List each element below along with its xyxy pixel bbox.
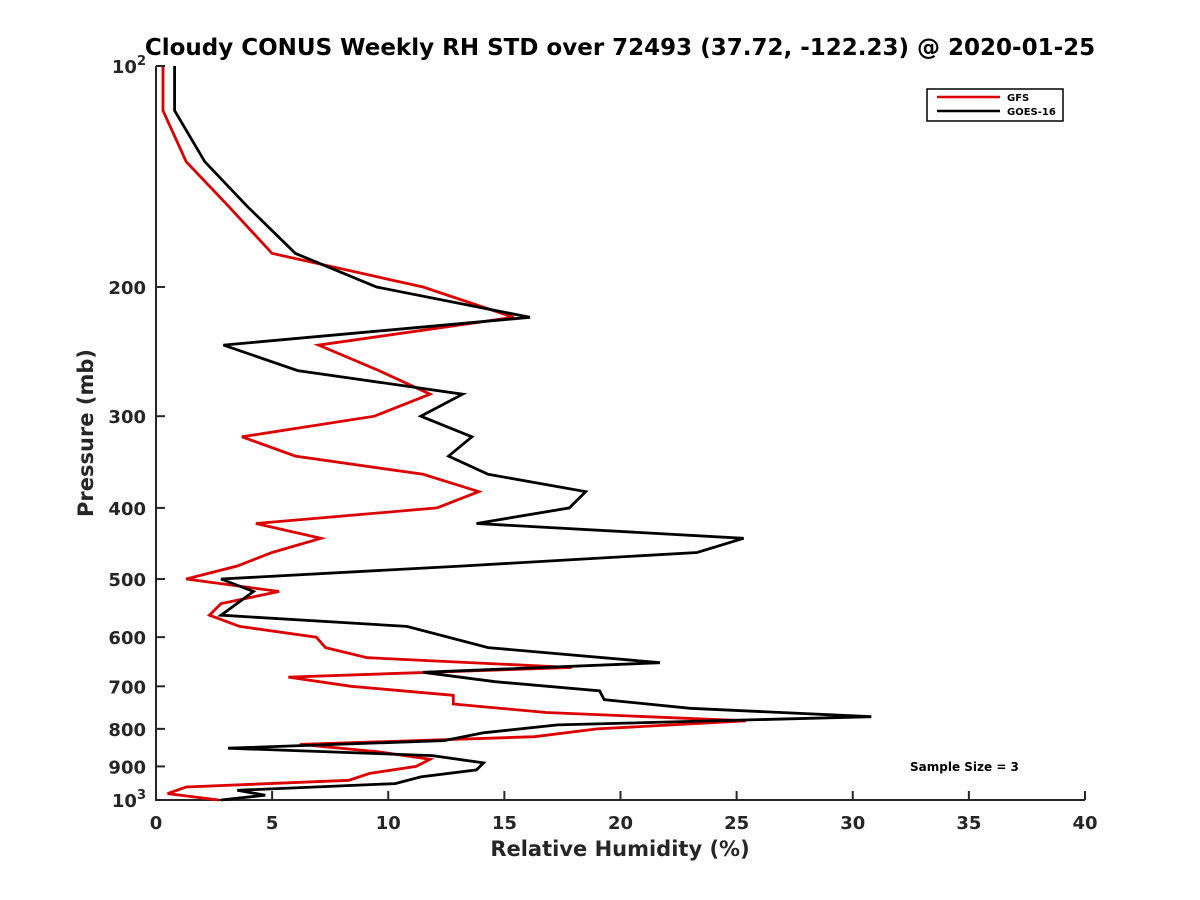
sample-size-annotation: Sample Size = 3 xyxy=(910,760,1019,774)
series-layer xyxy=(161,66,872,802)
y-tick-label: 103 xyxy=(112,788,146,812)
axes-frame xyxy=(155,66,1085,801)
series-line-gfs xyxy=(161,66,746,802)
legend-label-goes16: GOES-16 xyxy=(1007,107,1056,118)
x-tick-label: 35 xyxy=(956,813,981,834)
y-tick-label: 900 xyxy=(108,757,146,778)
plot-area xyxy=(155,66,1085,802)
x-axis-ticks: 0 5 10 15 20 25 30 35 40 xyxy=(150,791,1098,834)
y-tick-label: 400 xyxy=(108,499,146,520)
y-tick-label: 800 xyxy=(108,720,146,741)
legend: GFS GOES-16 xyxy=(926,88,1064,122)
y-tick-label: 500 xyxy=(108,570,146,591)
x-tick-label: 0 xyxy=(150,813,163,834)
y-tick-label: 200 xyxy=(108,278,146,299)
x-axis-label: Relative Humidity (%) xyxy=(490,837,749,861)
y-tick-label: 300 xyxy=(108,407,146,428)
y-axis-ticks: 102 200 300 400 500 600 700 800 900 103 xyxy=(108,54,165,812)
y-tick-label: 700 xyxy=(108,677,146,698)
y-tick-label: 600 xyxy=(108,628,146,649)
x-tick-label: 30 xyxy=(840,813,865,834)
x-tick-label: 25 xyxy=(724,813,749,834)
series-line-goes16 xyxy=(173,66,872,802)
chart-title: Cloudy CONUS Weekly RH STD over 72493 (3… xyxy=(145,35,1095,61)
x-tick-label: 15 xyxy=(492,813,517,834)
x-tick-label: 5 xyxy=(266,813,279,834)
legend-box xyxy=(926,88,1064,122)
x-tick-label: 20 xyxy=(608,813,633,834)
y-tick-label: 102 xyxy=(112,54,146,78)
x-tick-label: 10 xyxy=(376,813,401,834)
x-tick-label: 40 xyxy=(1072,813,1097,834)
legend-label-gfs: GFS xyxy=(1007,93,1029,104)
y-axis-label: Pressure (mb) xyxy=(74,349,98,517)
